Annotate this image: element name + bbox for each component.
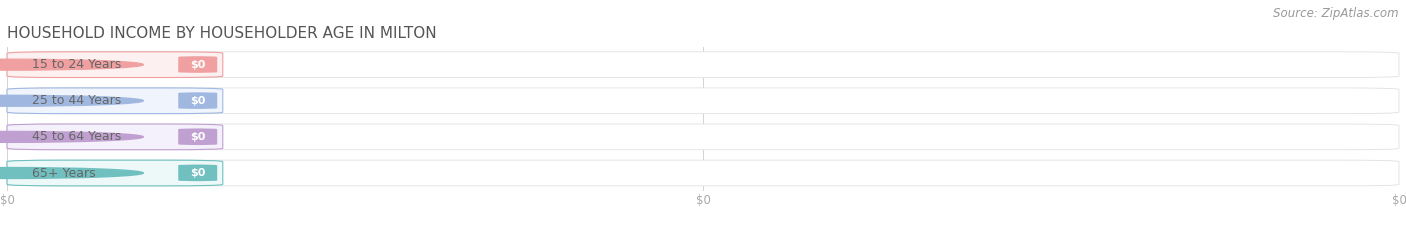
Text: $0: $0 xyxy=(190,132,205,142)
FancyBboxPatch shape xyxy=(179,164,217,181)
Text: $0: $0 xyxy=(190,60,205,70)
Text: 65+ Years: 65+ Years xyxy=(32,167,96,179)
FancyBboxPatch shape xyxy=(7,52,222,78)
FancyBboxPatch shape xyxy=(7,160,1399,186)
FancyBboxPatch shape xyxy=(179,56,217,73)
FancyBboxPatch shape xyxy=(7,160,222,186)
Text: 45 to 64 Years: 45 to 64 Years xyxy=(32,130,121,143)
Text: Source: ZipAtlas.com: Source: ZipAtlas.com xyxy=(1274,7,1399,20)
Text: $0: $0 xyxy=(190,168,205,178)
Ellipse shape xyxy=(0,131,143,142)
Ellipse shape xyxy=(0,168,143,178)
FancyBboxPatch shape xyxy=(179,92,217,109)
Ellipse shape xyxy=(0,95,143,106)
Text: $0: $0 xyxy=(190,96,205,106)
FancyBboxPatch shape xyxy=(7,88,1399,114)
Ellipse shape xyxy=(0,59,143,70)
FancyBboxPatch shape xyxy=(7,52,1399,78)
FancyBboxPatch shape xyxy=(7,124,222,150)
FancyBboxPatch shape xyxy=(179,128,217,145)
Text: 15 to 24 Years: 15 to 24 Years xyxy=(32,58,121,71)
Text: 25 to 44 Years: 25 to 44 Years xyxy=(32,94,121,107)
FancyBboxPatch shape xyxy=(7,124,1399,150)
Text: HOUSEHOLD INCOME BY HOUSEHOLDER AGE IN MILTON: HOUSEHOLD INCOME BY HOUSEHOLDER AGE IN M… xyxy=(7,26,437,41)
FancyBboxPatch shape xyxy=(7,88,222,114)
